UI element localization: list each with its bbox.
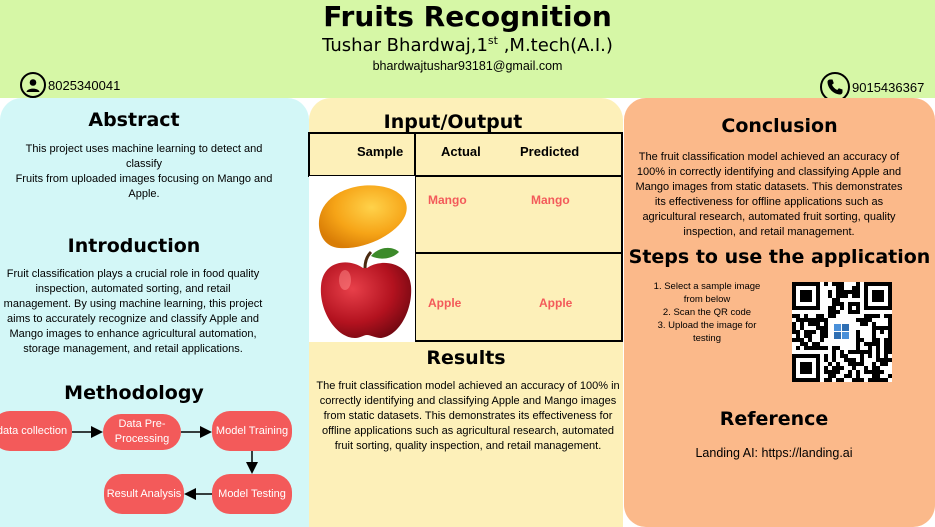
contact-left: 8025340041	[20, 72, 120, 98]
step-item-3: 3. Upload the image for testing	[657, 320, 757, 344]
abstract-heading: Abstract	[88, 109, 180, 131]
table-border-bottom	[415, 340, 623, 342]
flow-arrows	[72, 426, 258, 500]
col-predicted: Predicted	[520, 144, 580, 159]
table-border-top	[308, 132, 623, 134]
contact-right: 9015436367	[820, 72, 924, 102]
phone-number-left: 8025340041	[48, 77, 121, 93]
results-heading: Results	[426, 347, 506, 369]
table-border-sample	[414, 132, 416, 342]
abstract-line-2: Fruits from uploaded images focusing on …	[15, 173, 273, 200]
table-border-right	[621, 132, 623, 342]
apple-image	[320, 247, 412, 338]
table-border-header	[308, 175, 623, 177]
step-item-2: 2. Scan the QR code	[662, 307, 752, 318]
author-line: Tushar Bhardwaj,1st ,M.tech(A.I.)	[0, 34, 935, 56]
user-icon	[20, 72, 46, 98]
conclusion-text: The fruit classification model achieved …	[635, 151, 903, 238]
flow-step-data-collection: data collection	[0, 411, 72, 451]
reference-heading: Reference	[719, 408, 829, 430]
qr-code-icon[interactable]	[792, 282, 892, 382]
flow-step-model-training: Model Training	[212, 411, 292, 451]
introduction-text: Fruit classification plays a crucial rol…	[3, 268, 263, 355]
author-name: Tushar Bhardwaj,1	[322, 35, 488, 56]
poster-title: Fruits Recognition	[323, 0, 612, 33]
mango-image	[318, 185, 407, 249]
table-border-left	[308, 132, 310, 176]
reference-link[interactable]: Landing AI: https://landing.ai	[695, 446, 853, 460]
steps-list: 1. Select a sample image from below 2. S…	[648, 280, 766, 345]
conclusion-heading: Conclusion	[721, 115, 838, 137]
introduction-heading: Introduction	[67, 235, 201, 257]
author-superscript: st	[487, 34, 498, 47]
phone-number-right: 9015436367	[852, 79, 925, 95]
row1-predicted: Mango	[531, 193, 570, 207]
abstract-text: This project uses machine learning to de…	[10, 142, 278, 202]
abstract-line-1: This project uses machine learning to de…	[25, 143, 263, 170]
row2-predicted: Apple	[539, 296, 573, 310]
methodology-heading: Methodology	[64, 382, 204, 404]
io-heading: Input/Output	[383, 111, 523, 133]
flow-step-model-testing: Model Testing	[212, 474, 292, 514]
author-email: bhardwajtushar93181@gmail.com	[372, 59, 563, 73]
col-actual: Actual	[441, 144, 481, 159]
sample-images	[309, 176, 415, 342]
flow-step-result-analysis: Result Analysis	[104, 474, 184, 514]
row2-actual: Apple	[428, 296, 462, 310]
steps-heading: Steps to use the application	[628, 246, 931, 268]
flow-step-preprocessing: Data Pre-Processing	[103, 414, 181, 450]
author-degree: ,M.tech(A.I.)	[497, 35, 613, 56]
row1-actual: Mango	[428, 193, 467, 207]
left-panel	[0, 98, 309, 527]
poster-header: Fruits Recognition Tushar Bhardwaj,1st ,…	[0, 0, 935, 102]
phone-icon	[820, 72, 850, 102]
results-text: The fruit classification model achieved …	[316, 380, 620, 452]
step-item-1: 1. Select a sample image from below	[653, 281, 761, 305]
table-border-row	[415, 252, 623, 254]
col-sample: Sample	[357, 144, 404, 159]
